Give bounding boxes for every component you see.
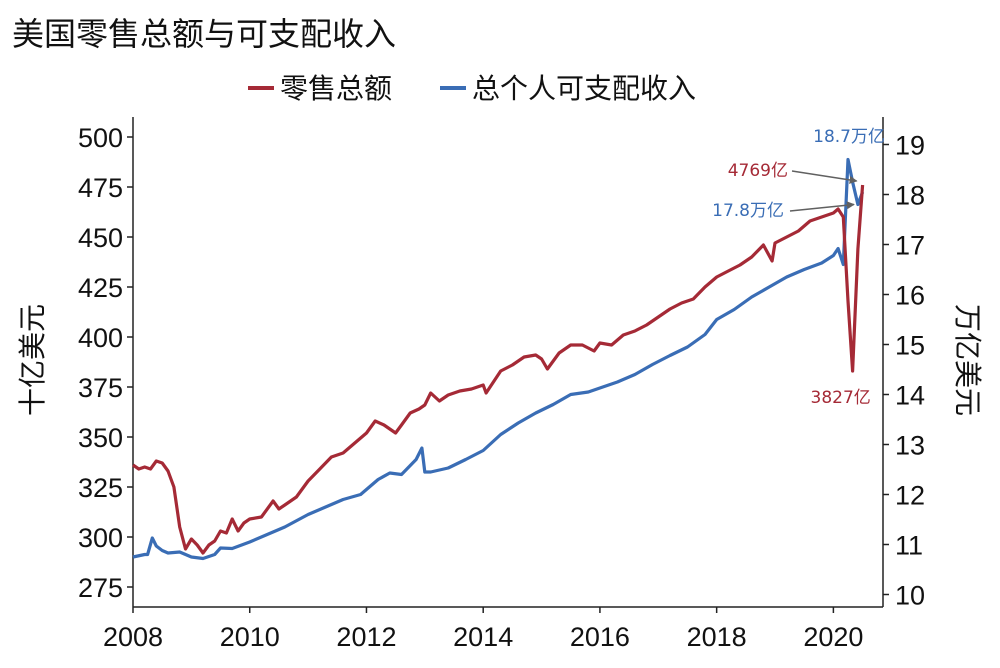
y-tick-label-left: 475 (78, 173, 123, 203)
y-tick-label-right: 10 (895, 581, 925, 611)
x-tick-label: 2010 (220, 622, 280, 652)
series-layer (132, 157, 865, 561)
axes: 2008 2010 2012 2014 2016 2018 2020 275 300 325 350… (78, 117, 925, 652)
y-tick-label-right: 13 (895, 431, 925, 461)
y-tick-label-left: 400 (78, 323, 123, 353)
arrow-retail-latest (791, 170, 858, 184)
y-tick-label-left: 500 (78, 123, 123, 153)
x-tick-label: 2008 (103, 622, 163, 652)
y-tick-label-right: 18 (895, 181, 925, 211)
annotations: 18.7万亿 4769亿 17.8万亿 3827亿 (712, 127, 885, 408)
y-tick-label-left: 325 (78, 473, 123, 503)
y-tick-label-right: 12 (895, 481, 925, 511)
x-tick-label: 2020 (803, 622, 863, 652)
legend-label-retail: 零售总额 (280, 72, 392, 105)
chart-title: 美国零售总额与可支配收入 (12, 15, 396, 53)
y-tick-label-left: 425 (78, 273, 123, 303)
y-tick-label-right: 14 (895, 381, 925, 411)
legend-label-income: 总个人可支配收入 (472, 72, 696, 105)
y-tick-label-right: 17 (895, 231, 925, 261)
y-tick-label-left: 300 (78, 523, 123, 553)
x-tick-label: 2016 (570, 622, 630, 652)
y-tick-label-right: 16 (895, 281, 925, 311)
annotation-income-peak: 18.7万亿 (813, 127, 885, 147)
y-axis-label-left: 十亿美元 (16, 304, 49, 416)
y-tick-label-right: 15 (895, 331, 925, 361)
y-tick-label-right: 19 (895, 131, 925, 161)
annotation-income-latest: 17.8万亿 (712, 201, 784, 221)
y-tick-label-left: 450 (78, 223, 123, 253)
y-axis-label-right: 万亿美元 (951, 304, 984, 416)
legend: 零售总额 总个人可支配收入 (248, 72, 696, 105)
series-line-retail (132, 184, 865, 555)
y-tick-label-right: 11 (895, 531, 923, 561)
y-tick-label-left: 350 (78, 423, 123, 453)
annotation-retail-low: 3827亿 (811, 388, 871, 408)
series-line-income (132, 157, 865, 561)
x-tick-label: 2014 (453, 622, 513, 652)
y-tick-label-left: 275 (78, 573, 123, 603)
x-tick-label: 2018 (687, 622, 747, 652)
annotation-retail-latest: 4769亿 (728, 161, 788, 181)
y-tick-label-left: 375 (78, 373, 123, 403)
arrow-income-latest (789, 201, 855, 212)
x-tick-label: 2012 (336, 622, 396, 652)
